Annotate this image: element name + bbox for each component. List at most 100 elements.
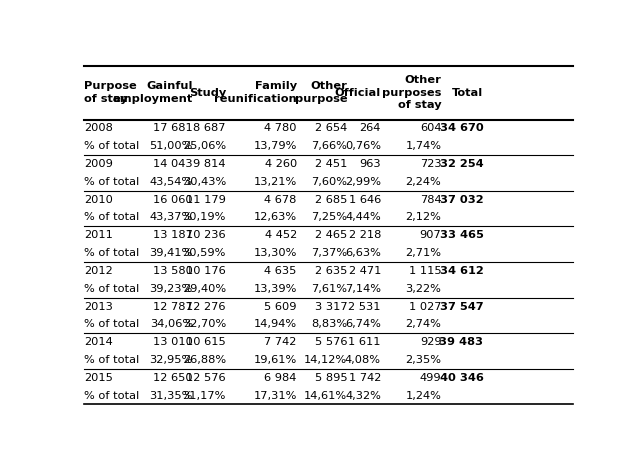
- Text: 8,83%: 8,83%: [311, 320, 348, 329]
- Text: 1 611: 1 611: [348, 337, 381, 347]
- Text: 1 027: 1 027: [409, 302, 442, 312]
- Text: 39,23%: 39,23%: [150, 284, 193, 294]
- Text: Other
purpose: Other purpose: [295, 82, 348, 104]
- Text: Total: Total: [452, 88, 484, 98]
- Text: 6,63%: 6,63%: [345, 248, 381, 258]
- Text: 10 236: 10 236: [187, 230, 226, 240]
- Text: 34 670: 34 670: [440, 123, 484, 134]
- Text: 963: 963: [359, 159, 381, 169]
- Text: 19,61%: 19,61%: [254, 355, 296, 365]
- Text: % of total: % of total: [84, 248, 139, 258]
- Text: 0,76%: 0,76%: [345, 141, 381, 151]
- Text: 5 895: 5 895: [314, 373, 348, 383]
- Text: 32,95%: 32,95%: [150, 355, 193, 365]
- Text: 30,19%: 30,19%: [183, 212, 226, 222]
- Text: 4 260: 4 260: [265, 159, 296, 169]
- Text: 43,37%: 43,37%: [150, 212, 193, 222]
- Text: 32,70%: 32,70%: [183, 320, 226, 329]
- Text: 31,35%: 31,35%: [150, 390, 193, 401]
- Text: 39,41%: 39,41%: [150, 248, 193, 258]
- Text: 1 646: 1 646: [349, 194, 381, 205]
- Text: 2 451: 2 451: [315, 159, 348, 169]
- Text: 13,21%: 13,21%: [254, 177, 296, 187]
- Text: Study: Study: [189, 88, 226, 98]
- Text: % of total: % of total: [84, 212, 139, 222]
- Text: 8 687: 8 687: [194, 123, 226, 134]
- Text: 51,00%: 51,00%: [150, 141, 193, 151]
- Text: 2 635: 2 635: [315, 266, 348, 276]
- Text: Official: Official: [335, 88, 381, 98]
- Text: 2014: 2014: [84, 337, 112, 347]
- Text: 12 576: 12 576: [187, 373, 226, 383]
- Text: 2 218: 2 218: [349, 230, 381, 240]
- Text: 33 465: 33 465: [440, 230, 484, 240]
- Text: 40 346: 40 346: [440, 373, 484, 383]
- Text: 7,60%: 7,60%: [311, 177, 348, 187]
- Text: 3 317: 3 317: [314, 302, 348, 312]
- Text: 4 635: 4 635: [265, 266, 296, 276]
- Text: 5 576: 5 576: [315, 337, 348, 347]
- Text: 2008: 2008: [84, 123, 112, 134]
- Text: % of total: % of total: [84, 390, 139, 401]
- Text: 499: 499: [420, 373, 442, 383]
- Text: 7,25%: 7,25%: [311, 212, 348, 222]
- Text: 1 115: 1 115: [409, 266, 442, 276]
- Text: 4 780: 4 780: [265, 123, 296, 134]
- Text: 31,17%: 31,17%: [183, 390, 226, 401]
- Text: 30,43%: 30,43%: [183, 177, 226, 187]
- Text: 5 609: 5 609: [265, 302, 296, 312]
- Text: 13 010: 13 010: [153, 337, 193, 347]
- Text: 14,12%: 14,12%: [304, 355, 348, 365]
- Text: 7,66%: 7,66%: [311, 141, 348, 151]
- Text: 10 615: 10 615: [186, 337, 226, 347]
- Text: 4,32%: 4,32%: [345, 390, 381, 401]
- Text: 3,22%: 3,22%: [406, 284, 442, 294]
- Text: Family
reunification: Family reunification: [214, 82, 296, 104]
- Text: 12 276: 12 276: [187, 302, 226, 312]
- Text: 7,61%: 7,61%: [311, 284, 348, 294]
- Text: 2 685: 2 685: [315, 194, 348, 205]
- Text: % of total: % of total: [84, 177, 139, 187]
- Text: 2009: 2009: [84, 159, 112, 169]
- Text: 4,44%: 4,44%: [345, 212, 381, 222]
- Text: 2013: 2013: [84, 302, 112, 312]
- Text: 2 531: 2 531: [348, 302, 381, 312]
- Text: 6 984: 6 984: [265, 373, 296, 383]
- Text: 11 179: 11 179: [186, 194, 226, 205]
- Text: % of total: % of total: [84, 284, 139, 294]
- Text: 43,54%: 43,54%: [150, 177, 193, 187]
- Text: 2 471: 2 471: [349, 266, 381, 276]
- Text: 4 678: 4 678: [265, 194, 296, 205]
- Text: 13,39%: 13,39%: [254, 284, 296, 294]
- Text: % of total: % of total: [84, 320, 139, 329]
- Text: 30,59%: 30,59%: [183, 248, 226, 258]
- Text: 9 814: 9 814: [194, 159, 226, 169]
- Text: 17,31%: 17,31%: [254, 390, 296, 401]
- Text: 604: 604: [420, 123, 442, 134]
- Text: 4,08%: 4,08%: [345, 355, 381, 365]
- Text: 16 060: 16 060: [153, 194, 193, 205]
- Text: 12 787: 12 787: [153, 302, 193, 312]
- Text: 723: 723: [420, 159, 442, 169]
- Text: 32 254: 32 254: [440, 159, 484, 169]
- Text: 14 043: 14 043: [153, 159, 193, 169]
- Text: 2,35%: 2,35%: [405, 355, 442, 365]
- Text: 13 187: 13 187: [153, 230, 193, 240]
- Text: 907: 907: [420, 230, 442, 240]
- Text: 2 465: 2 465: [315, 230, 348, 240]
- Text: % of total: % of total: [84, 355, 139, 365]
- Text: 1,74%: 1,74%: [405, 141, 442, 151]
- Text: 264: 264: [360, 123, 381, 134]
- Text: 14,94%: 14,94%: [254, 320, 296, 329]
- Text: 39 483: 39 483: [440, 337, 484, 347]
- Text: 6,74%: 6,74%: [345, 320, 381, 329]
- Text: 26,88%: 26,88%: [183, 355, 226, 365]
- Text: 929: 929: [420, 337, 442, 347]
- Text: 2012: 2012: [84, 266, 112, 276]
- Text: 2,99%: 2,99%: [345, 177, 381, 187]
- Text: 2015: 2015: [84, 373, 112, 383]
- Text: Other
purposes
of stay: Other purposes of stay: [382, 75, 442, 110]
- Text: 13,79%: 13,79%: [254, 141, 296, 151]
- Text: 12 650: 12 650: [153, 373, 193, 383]
- Text: 2,12%: 2,12%: [406, 212, 442, 222]
